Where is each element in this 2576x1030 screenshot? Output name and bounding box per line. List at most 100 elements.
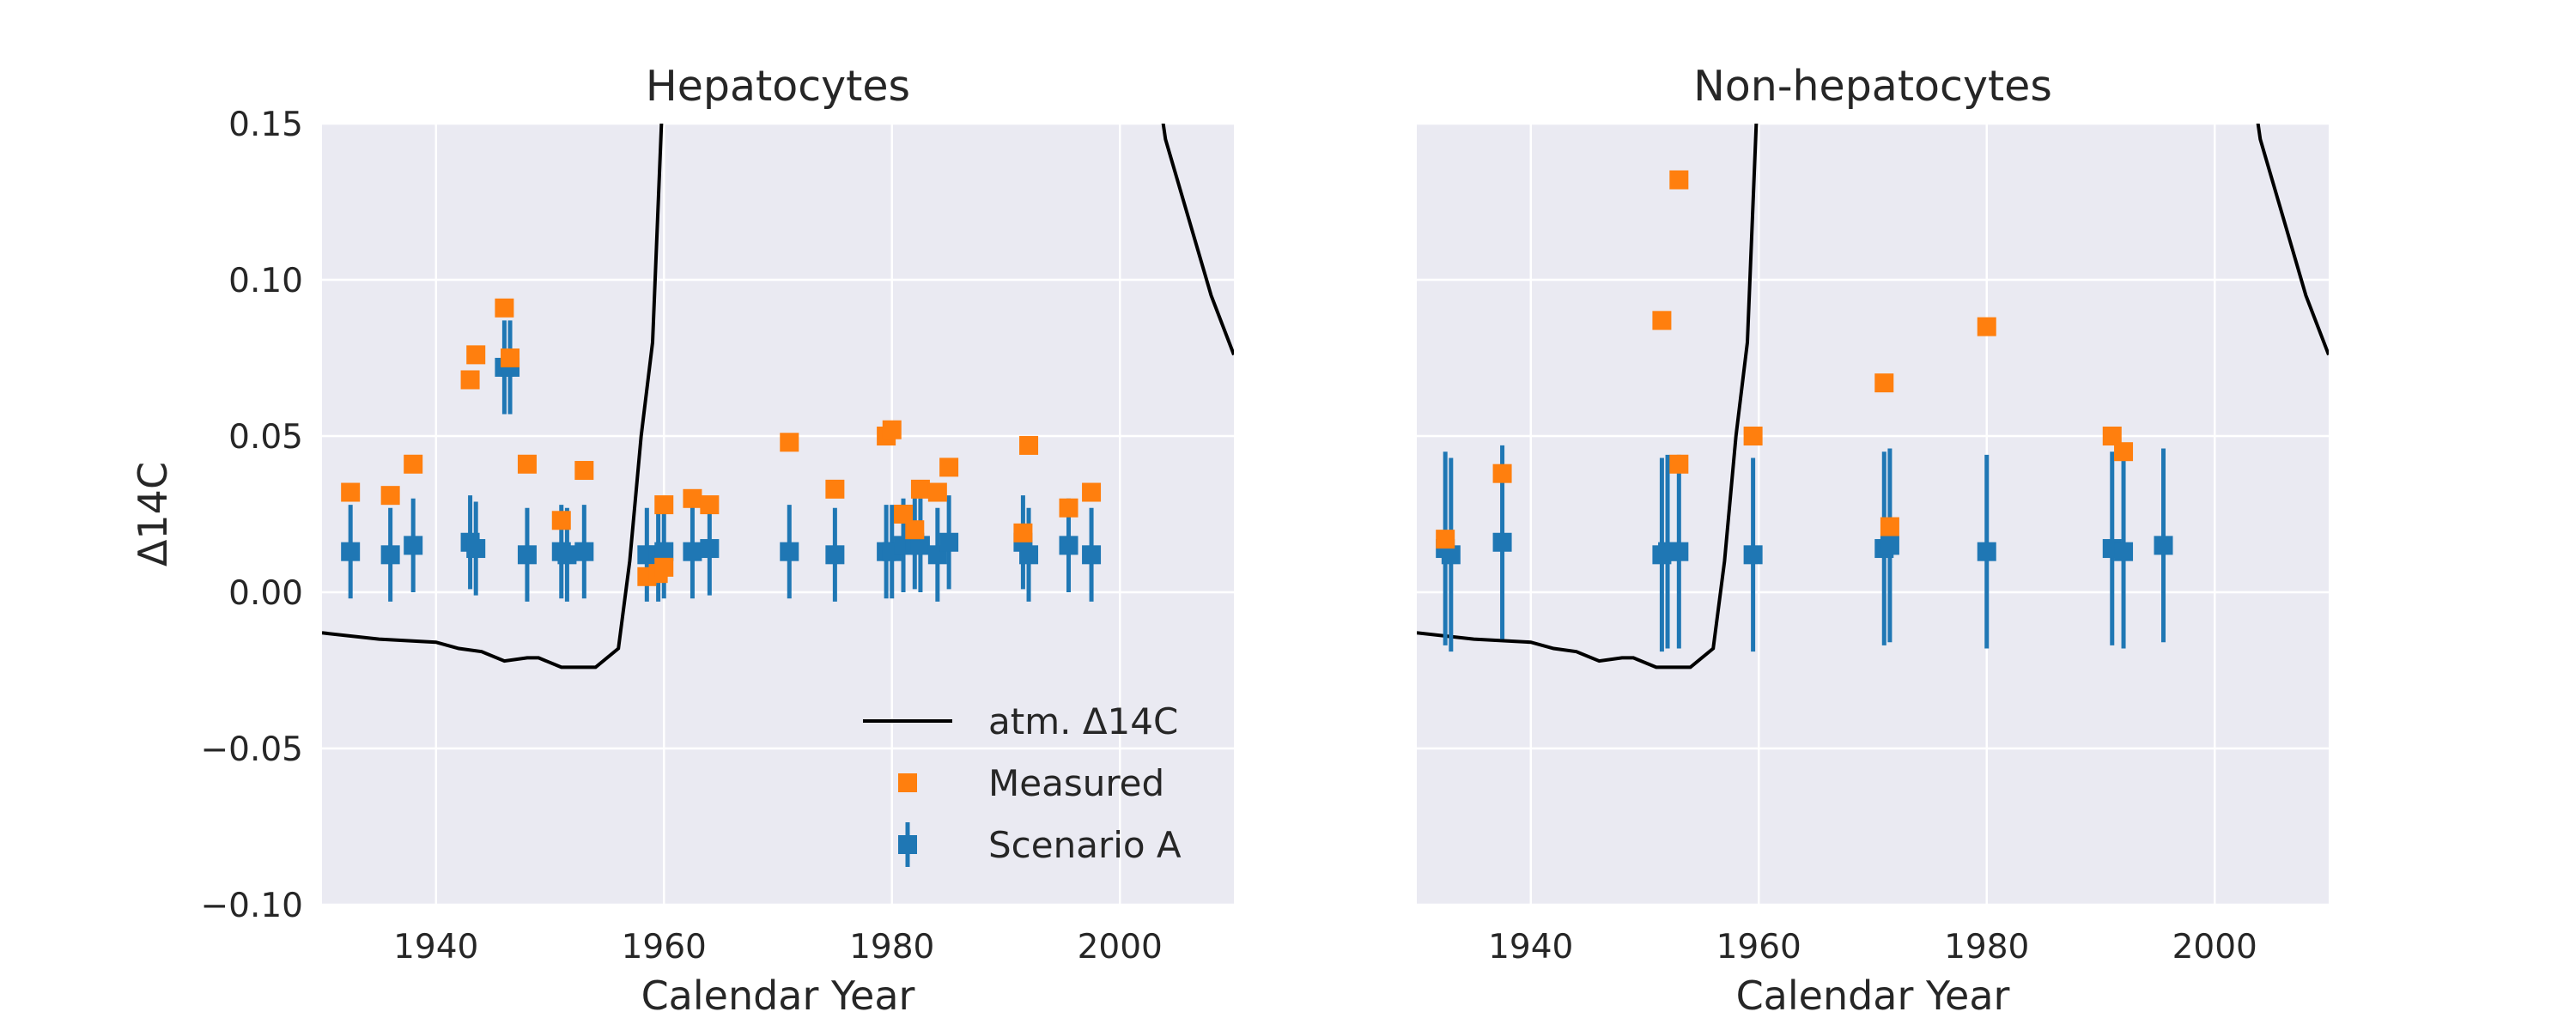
measured-point <box>882 420 902 439</box>
scenario-a-point <box>910 498 930 592</box>
scenario-a-point <box>466 501 486 596</box>
legend: atm. Δ14C Measured Scenario A <box>863 700 1182 867</box>
measured-point <box>1652 311 1672 330</box>
measured-point <box>1880 517 1899 536</box>
atm-d14c-line <box>322 124 1234 670</box>
scenario-a-point <box>1441 457 1461 652</box>
scenario-a-marker <box>825 545 845 565</box>
y-axis-label: Δ14C <box>130 462 176 566</box>
x-axis-label-non-hepatocytes: Calendar Year <box>1736 972 2010 1019</box>
x-tick-label: 2000 <box>2172 928 2257 966</box>
scenario-a-marker <box>654 542 674 561</box>
x-tick-label: 1940 <box>393 928 478 966</box>
measured-point <box>404 454 423 474</box>
scenario-a-marker <box>466 539 486 559</box>
x-tick-label: 2000 <box>1078 928 1163 966</box>
scenario-a-marker <box>683 542 702 561</box>
x-tick-label: 1940 <box>1488 928 1573 966</box>
scenario-a-marker <box>1082 545 1102 565</box>
scenario-a-marker <box>1059 536 1078 555</box>
scenario-a-point <box>1669 454 1689 649</box>
measured-point <box>460 370 480 390</box>
scenario-a-point <box>780 505 799 599</box>
y-tick-label: 0.00 <box>228 574 303 613</box>
scenario-a-marker <box>910 536 930 555</box>
scenario-a-point <box>939 495 959 590</box>
y-tick-label: 0.10 <box>228 262 303 300</box>
measured-point <box>1874 373 1894 393</box>
measured-point <box>495 298 514 318</box>
measured-point <box>780 433 799 452</box>
scenario-a-point <box>517 507 537 602</box>
legend-label: Measured <box>988 762 1164 804</box>
measured-point <box>1436 530 1455 549</box>
scenario-a-point <box>574 505 594 599</box>
scenario-a-marker <box>939 532 959 552</box>
chart-title-hepatocytes: Hepatocytes <box>646 62 910 111</box>
measured-point <box>1082 482 1102 502</box>
y-tick-label: −0.05 <box>200 730 303 769</box>
legend-label: Scenario A <box>988 824 1182 866</box>
measured-point <box>341 482 361 502</box>
measured-point <box>517 454 537 474</box>
scenario-a-marker <box>1019 545 1039 565</box>
plot-area-non-hepatocytes <box>1417 124 2329 905</box>
tick-labels-hepatocytes: 1940 1960 1980 2000 −0.10 −0.05 0.00 0.05 0.10 0.… <box>200 106 1162 966</box>
measured-point <box>1013 523 1033 542</box>
scenario-a-point <box>1743 457 1763 652</box>
measured-point <box>927 482 947 502</box>
measured-point <box>1977 317 1996 336</box>
measured-point <box>1669 170 1689 190</box>
measured-point <box>654 557 674 577</box>
measured-point <box>551 511 571 530</box>
y-tick-label: −0.10 <box>200 887 303 925</box>
scenario-a-point <box>1880 448 1899 643</box>
scenario-a-marker <box>700 539 720 559</box>
measured-point <box>939 457 959 477</box>
scenario-a-point <box>2154 448 2173 643</box>
legend-measured-swatch <box>898 773 917 792</box>
atm-d14c-line <box>1417 124 2329 670</box>
scenario-a-marker <box>2154 536 2173 555</box>
measured-point <box>700 495 720 515</box>
scenario-a-point <box>683 505 702 599</box>
measured-point <box>910 479 930 499</box>
measured-point <box>683 488 702 508</box>
measured-point <box>905 520 925 540</box>
scenario-a-point <box>1082 507 1102 602</box>
x-tick-label: 1960 <box>1716 928 1801 966</box>
chart-title-non-hepatocytes: Non-hepatocytes <box>1693 62 2052 111</box>
scenario-a-marker <box>2114 542 2134 561</box>
legend-label: atm. Δ14C <box>988 700 1178 742</box>
legend-item-atm-14c: atm. Δ14C <box>863 700 1178 742</box>
tick-labels-non-hepatocytes: 1940 1960 1980 2000 <box>1488 928 2257 966</box>
scenario-a-point <box>825 507 845 602</box>
scenario-a-marker <box>517 545 537 565</box>
non-hepatocytes-panel: Non-hepatocytes Calendar Year 1940 1960 19… <box>1417 62 2329 1019</box>
x-axis-label-hepatocytes: Calendar Year <box>641 972 915 1019</box>
measured-point <box>1492 464 1512 483</box>
legend-item-measured: Measured <box>898 762 1164 804</box>
measured-point <box>466 345 486 365</box>
scenario-a-point <box>380 507 400 602</box>
y-tick-label: 0.15 <box>228 106 303 144</box>
y-tick-label: 0.05 <box>228 418 303 457</box>
legend-scenario-swatch <box>898 835 917 854</box>
scenario-a-marker <box>1977 542 1996 561</box>
x-tick-label: 1980 <box>1944 928 2029 966</box>
measured-point <box>825 479 845 499</box>
scenario-a-marker <box>1669 542 1689 561</box>
measured-point <box>654 495 674 515</box>
scenario-a-marker <box>404 536 423 555</box>
scenario-a-point <box>404 498 423 592</box>
scenario-a-marker <box>1743 545 1763 565</box>
scenario-a-point <box>2114 454 2134 649</box>
measured-point <box>380 486 400 506</box>
measured-point <box>2114 442 2134 462</box>
scenario-a-point <box>700 501 720 596</box>
data-layer-non-hepatocytes <box>1417 124 2329 670</box>
hepatocytes-panel: Hepatocytes Calendar Year Δ14C 1940 1960 1… <box>130 62 1234 1019</box>
scenario-a-marker <box>780 542 799 561</box>
measured-point <box>501 348 520 367</box>
